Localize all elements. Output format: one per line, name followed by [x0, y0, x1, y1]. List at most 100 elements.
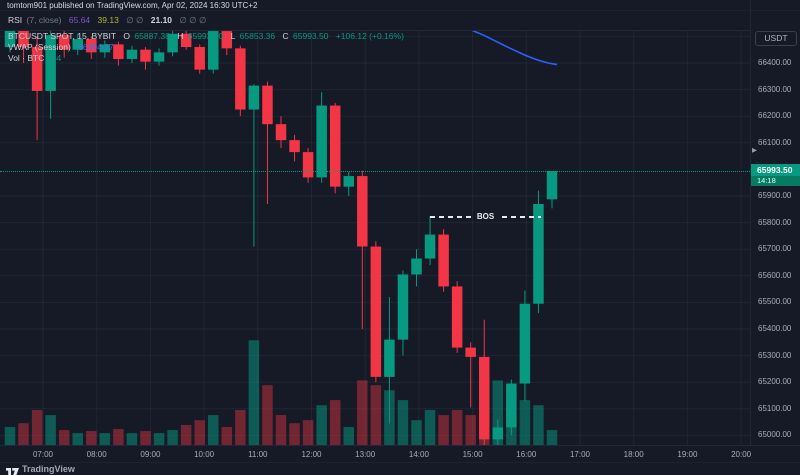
volume-bar: [248, 340, 260, 445]
candle-body: [370, 246, 382, 377]
current-price-line: [0, 171, 750, 173]
price-chart-pane[interactable]: [0, 0, 750, 445]
candle-wick: [361, 170, 363, 329]
volume-bar: [465, 415, 476, 445]
close-value: 65993.50: [293, 31, 329, 41]
candle-body: [140, 49, 151, 62]
volume-bar: [86, 431, 97, 445]
volume-title[interactable]: Vol · BTC: [8, 53, 45, 63]
volume-bar: [99, 433, 111, 445]
time-tick-label: 10:00: [194, 450, 215, 459]
price-tick-label: 65600.00: [758, 270, 792, 280]
candle-body: [72, 39, 83, 50]
candle-body: [533, 203, 544, 304]
tradingview-logo-icon[interactable]: [6, 465, 19, 475]
volume-bar: [533, 405, 544, 445]
candle-body: [438, 234, 449, 287]
volume-bar: [519, 400, 531, 445]
volume-bar: [72, 433, 83, 445]
volume-bar: [194, 420, 205, 445]
currency-toggle-button[interactable]: USDT: [755, 31, 797, 46]
candle-body: [451, 286, 463, 348]
rsi-indicator-title[interactable]: RSI: [8, 15, 23, 25]
time-axis[interactable]: 07:00 08:00 09:00 10:00 11:00 12:00 13:00 14:00…: [0, 445, 800, 462]
candle-body: [506, 383, 517, 428]
candle-body: [519, 303, 531, 384]
symbol-legend: BTCUSDT SPOT, 15, BYBIT O 65887.38 H 659…: [8, 31, 404, 64]
candle-body: [289, 140, 300, 153]
price-tick-label: 65300.00: [758, 350, 792, 360]
volume-bar: [357, 380, 368, 445]
price-tick-label: 66400.00: [758, 58, 792, 67]
candle-body: [397, 274, 409, 340]
volume-bar: [58, 430, 70, 445]
vwap-value: 66394.27: [78, 42, 114, 52]
candle-body: [465, 347, 476, 357]
bar-countdown: 14:18: [751, 176, 800, 187]
volume-bar: [546, 430, 558, 445]
volume-bar: [221, 426, 233, 445]
bos-label: BOS: [472, 211, 499, 222]
open-label: O: [123, 31, 131, 41]
pane-separator[interactable]: [0, 30, 800, 31]
published-text: tomtom901 published on TradingView.com, …: [7, 1, 258, 10]
candle-body: [235, 48, 246, 110]
vwap-row: VWAP (Session) 66394.27: [8, 42, 404, 53]
volume-bar: [180, 424, 192, 445]
rsi-value: 65.64: [68, 15, 91, 25]
time-tick-label: 20:00: [731, 450, 752, 459]
rsi-hidden-plots-icon: ∅ ∅ ∅: [179, 15, 207, 25]
price-axis[interactable]: USDT ▶ 65993.50 14:18 66400.00 66300.00 66…: [750, 0, 800, 445]
volume-bar: [397, 400, 409, 445]
candle-wick: [266, 81, 268, 204]
candles: [4, 30, 558, 445]
symbol-title[interactable]: BTCUSDT SPOT, 15, BYBIT: [8, 31, 117, 41]
candle-body: [302, 152, 314, 178]
time-tick-label: 08:00: [86, 450, 107, 459]
price-tick-label: 66300.00: [758, 84, 792, 94]
volume-bar: [45, 415, 56, 445]
candle-body: [153, 52, 165, 62]
candle-body: [357, 176, 368, 247]
time-tick-label: 15:00: [462, 450, 483, 459]
price-tick-label: 65000.00: [758, 430, 792, 440]
volume-bar: [31, 409, 43, 445]
tradingview-brand-text[interactable]: TradingView: [22, 464, 75, 474]
price-tick-label: 65500.00: [758, 297, 792, 307]
low-label: L: [230, 31, 236, 41]
bos-drawing[interactable]: BOS: [430, 211, 541, 222]
publish-bar: tomtom901 published on TradingView.com, …: [0, 0, 800, 11]
candle-body: [329, 105, 341, 187]
candle-body: [248, 85, 260, 110]
candle-body: [221, 31, 233, 49]
volume-bar: [18, 423, 29, 445]
volume-bar: [4, 426, 16, 445]
time-tick-label: 17:00: [569, 450, 591, 459]
candle-body: [45, 35, 56, 91]
vwap-title[interactable]: VWAP (Session): [8, 42, 71, 52]
price-tick-label: 65900.00: [758, 191, 792, 200]
symbol-status-row: BTCUSDT SPOT, 15, BYBIT O 65887.38 H 659…: [8, 31, 404, 42]
candle-body: [99, 44, 111, 53]
volume-bar: [329, 400, 341, 445]
current-price-label: 65993.50 14:18: [751, 164, 800, 187]
rsi-ma-value: 39.13: [97, 15, 119, 25]
open-value: 65887.38: [134, 31, 170, 41]
time-tick-label: 12:00: [301, 450, 322, 459]
vwap-line: [469, 30, 558, 66]
candle-body: [411, 258, 422, 275]
volume-bar: [411, 420, 422, 445]
high-value: 65993.50: [187, 31, 224, 41]
time-tick-label: 07:00: [32, 450, 54, 459]
low-value: 65853.36: [239, 31, 276, 41]
candle-body: [180, 33, 192, 48]
price-tick-label: 66100.00: [758, 137, 792, 147]
volume-bar: [235, 409, 246, 445]
candle-body: [479, 356, 490, 440]
time-tick-label: 16:00: [516, 450, 537, 459]
candle-body: [18, 30, 29, 48]
price-tick-label: 65200.00: [758, 377, 792, 387]
candle-body: [31, 47, 43, 91]
current-price-value: 65993.50: [751, 164, 800, 177]
close-label: C: [282, 31, 289, 41]
